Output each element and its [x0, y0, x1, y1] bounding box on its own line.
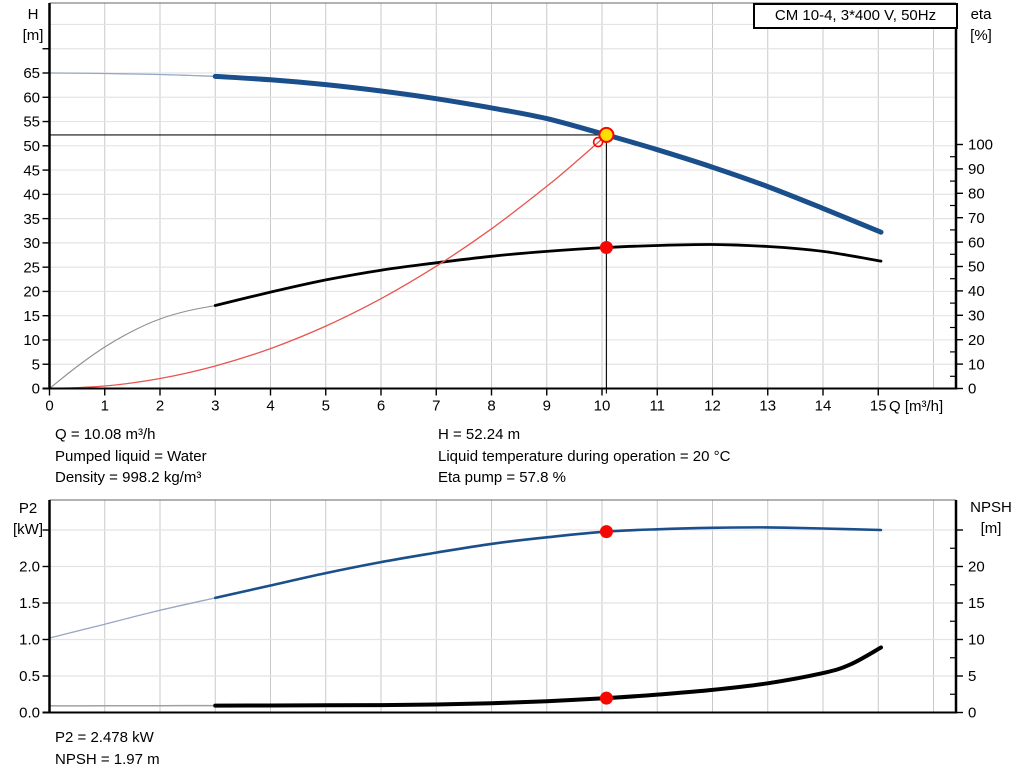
requested-duty-marker — [592, 136, 604, 148]
right-tick-label: 100 — [968, 137, 993, 154]
x-tick-label: 11 — [649, 398, 665, 415]
npsh-axis-title: NPSH [m] — [961, 497, 1021, 539]
right-tick-label: 15 — [968, 595, 985, 612]
left-tick-label: 0.0 — [19, 705, 40, 722]
left-tick-label: 0 — [32, 381, 40, 398]
efficiency-curve — [213, 243, 883, 307]
x-tick-label: 13 — [759, 398, 776, 415]
x-tick-label: 5 — [322, 398, 330, 415]
pump-model-badge: CM 10-4, 3*400 V, 50Hz — [753, 3, 958, 29]
left-tick-label: 10 — [23, 332, 40, 349]
h-axis-symbol: H — [27, 6, 39, 23]
x-tick-label: 3 — [211, 398, 219, 415]
x-tick-label: 10 — [594, 398, 611, 415]
top-annotation-left: Q = 10.08 m³/h Pumped liquid = Water Den… — [55, 424, 207, 489]
x-tick-label: 15 — [870, 398, 887, 415]
x-tick-label: 2 — [156, 398, 164, 415]
npsh-axis-unit: [m] — [980, 520, 1002, 537]
right-tick-label: 20 — [968, 559, 985, 576]
eta-axis-unit: [%] — [970, 27, 992, 44]
duty-point-marker — [598, 126, 615, 143]
right-tick-label: 40 — [968, 283, 985, 300]
right-tick-label: 0 — [968, 705, 976, 722]
npsh-value-line: NPSH = 1.97 m — [55, 750, 160, 768]
p2-value-line: P2 = 2.478 kW — [55, 729, 154, 746]
eta-axis-symbol: eta — [970, 6, 992, 23]
left-tick-label: 40 — [23, 187, 40, 204]
left-tick-label: 5 — [32, 356, 40, 373]
right-tick-label: 10 — [968, 356, 985, 373]
efficiency-point-marker — [599, 240, 613, 254]
left-tick-label: 1.5 — [19, 595, 40, 612]
right-tick-label: 90 — [968, 161, 985, 178]
right-tick-label: 0 — [968, 381, 976, 398]
npsh-point-marker — [599, 691, 613, 705]
left-tick-label: 25 — [23, 259, 40, 276]
x-tick-label: 1 — [101, 398, 109, 415]
density-line: Density = 998.2 kg/m³ — [55, 469, 202, 486]
power-curve — [213, 526, 883, 600]
x-tick-label: 6 — [377, 398, 385, 415]
x-tick-label: 7 — [432, 398, 440, 415]
npsh-axis-symbol: NPSH — [970, 499, 1012, 516]
h-axis-unit: [m] — [22, 27, 44, 44]
left-tick-label: 50 — [23, 138, 40, 155]
left-tick-label: 60 — [23, 89, 40, 106]
q-axis-title: Q [m³/h] — [889, 398, 944, 415]
left-tick-label: 65 — [23, 65, 40, 82]
right-tick-label: 60 — [968, 234, 985, 251]
x-tick-label: 4 — [266, 398, 274, 415]
left-tick-label: 15 — [23, 308, 40, 325]
h-axis-title: H [m] — [13, 4, 53, 46]
pumped-liquid-line: Pumped liquid = Water — [55, 447, 207, 465]
x-tick-label: 8 — [487, 398, 495, 415]
right-tick-label: 80 — [968, 186, 985, 203]
right-tick-label: 5 — [968, 668, 976, 685]
left-tick-label: 55 — [23, 114, 40, 131]
left-tick-label: 30 — [23, 235, 40, 252]
eta-axis-title: eta [%] — [959, 4, 1003, 46]
efficiency-curve-lead — [49, 304, 216, 389]
p2-axis-symbol: P2 — [18, 500, 38, 517]
left-tick-label: 1.0 — [19, 632, 40, 649]
head-curve-lead — [49, 72, 216, 78]
right-tick-label: 30 — [968, 308, 985, 325]
power-point-marker — [599, 525, 613, 539]
power-curve-lead — [49, 597, 216, 639]
system-curve — [49, 134, 607, 390]
left-tick-label: 2.0 — [19, 559, 40, 576]
right-tick-label: 20 — [968, 332, 985, 349]
liquid-temperature-line: Liquid temperature during operation = 20… — [438, 447, 731, 465]
top-annotation-right: H = 52.24 m Liquid temperature during op… — [438, 424, 730, 489]
head-value-line: H = 52.24 m — [438, 426, 521, 443]
head-curve — [212, 73, 884, 235]
x-tick-label: 0 — [45, 398, 53, 415]
flow-value-line: Q = 10.08 m³/h — [55, 426, 156, 443]
p2-axis-title: P2 [kW] — [8, 498, 48, 540]
x-tick-label: 14 — [815, 398, 832, 415]
left-tick-label: 20 — [23, 284, 40, 301]
npsh-curve — [213, 645, 883, 708]
left-tick-label: 35 — [23, 211, 40, 228]
p2-axis-unit: [kW] — [13, 521, 43, 538]
eta-pump-line: Eta pump = 57.8 % — [438, 469, 566, 486]
left-tick-label: 45 — [23, 162, 40, 179]
x-tick-label: 12 — [704, 398, 721, 415]
x-tick-label: 9 — [543, 398, 551, 415]
right-tick-label: 10 — [968, 632, 985, 649]
right-tick-label: 70 — [968, 210, 985, 227]
left-tick-label: 0.5 — [19, 668, 40, 685]
bottom-annotation: P2 = 2.478 kW NPSH = 1.97 m — [55, 727, 160, 770]
right-tick-label: 50 — [968, 259, 985, 276]
